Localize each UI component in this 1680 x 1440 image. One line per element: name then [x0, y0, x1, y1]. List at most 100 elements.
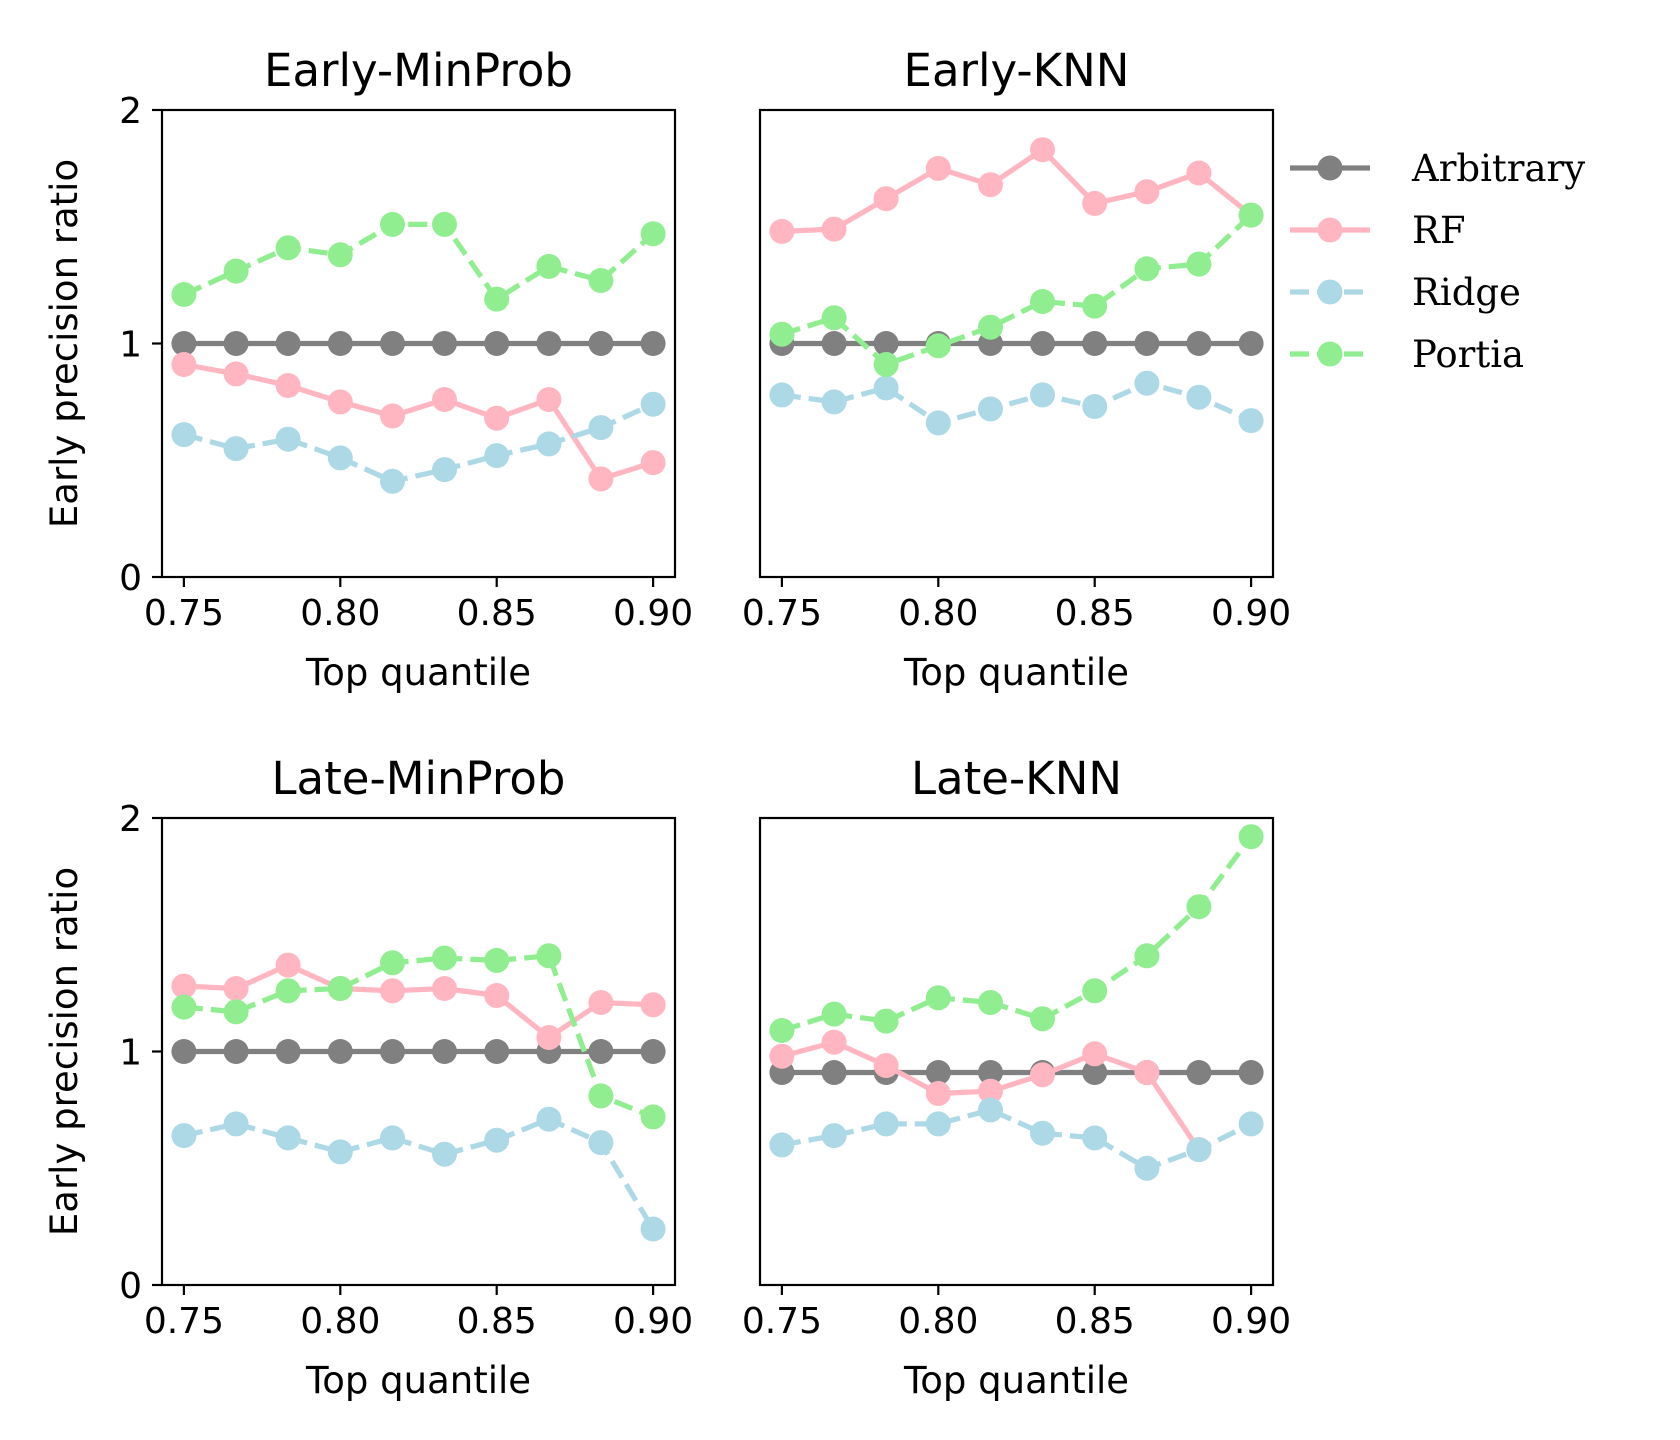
data-point: [821, 305, 847, 331]
data-point: [769, 218, 795, 244]
data-point: [223, 258, 249, 284]
legend-marker: [1317, 341, 1343, 367]
data-point: [171, 422, 197, 448]
data-point: [484, 1039, 510, 1064]
data-point: [1186, 251, 1212, 277]
series-group: [769, 137, 1264, 436]
data-point: [640, 1039, 666, 1064]
x-tick-label: 0.75: [742, 1301, 822, 1342]
data-point: [588, 415, 614, 441]
data-point: [925, 1081, 951, 1106]
data-point: [484, 443, 510, 469]
data-point: [223, 1039, 249, 1064]
series-line: [781, 835, 1254, 1033]
data-point: [380, 950, 405, 976]
x-tick-label: 0.80: [898, 1301, 978, 1342]
data-point: [484, 1127, 510, 1153]
data-point: [1186, 1060, 1212, 1085]
data-point: [821, 1123, 847, 1149]
series-arbitrary: [171, 1039, 666, 1064]
panel-2: Early-KNN 0.75 0.80 0.85 0.90 Top quantile: [742, 44, 1291, 694]
panel-title: Early-MinProb: [264, 44, 573, 97]
data-point: [536, 431, 562, 457]
legend: Arbitrary RF Ridge Portia: [1290, 147, 1585, 376]
data-point: [1134, 370, 1160, 396]
series-rf: [171, 352, 666, 492]
data-point: [1186, 331, 1212, 356]
data-point: [769, 1043, 795, 1069]
data-point: [1082, 394, 1108, 419]
data-point: [1082, 1041, 1108, 1067]
series-line: [781, 147, 1253, 234]
series-line: [781, 213, 1253, 368]
data-point: [588, 990, 614, 1015]
data-point: [484, 405, 510, 431]
data-point: [380, 978, 405, 1004]
y-tick-label: 1: [119, 1033, 142, 1074]
data-point: [223, 331, 249, 356]
data-point: [640, 391, 666, 417]
data-point: [1082, 331, 1108, 356]
data-point: [223, 999, 249, 1025]
data-point: [275, 1039, 301, 1064]
data-point: [769, 1132, 795, 1158]
panel-title: Early-KNN: [904, 44, 1130, 97]
data-point: [978, 1060, 1003, 1085]
series-line: [183, 1116, 656, 1231]
data-point: [1082, 1125, 1108, 1151]
data-point: [327, 331, 353, 356]
legend-marker: [1317, 279, 1343, 305]
data-point: [1238, 824, 1264, 850]
legend-label: Arbitrary: [1411, 147, 1585, 190]
y-axis-label: Early precision ratio: [43, 867, 86, 1236]
data-point: [536, 387, 562, 412]
data-point: [1134, 1060, 1160, 1085]
data-point: [1134, 256, 1160, 282]
data-point: [327, 1039, 353, 1064]
panel-3: Late-MinProb 0.75 0.80 0.85 0.90 0 1 2 Top quant…: [43, 752, 693, 1402]
x-tick-label: 0.80: [300, 593, 380, 634]
data-point: [432, 211, 457, 237]
data-point: [1186, 160, 1212, 186]
data-point: [223, 976, 249, 1001]
series-group: [171, 211, 666, 494]
data-point: [588, 268, 614, 293]
series-portia: [171, 943, 666, 1130]
legend-label: Portia: [1412, 333, 1524, 376]
series-portia: [171, 211, 666, 312]
data-point: [223, 1111, 249, 1137]
data-point: [536, 943, 562, 969]
data-point: [1186, 384, 1212, 410]
series-line: [183, 361, 654, 482]
data-point: [1030, 382, 1055, 408]
data-point: [640, 1104, 666, 1130]
y-tick-label: 0: [119, 1266, 142, 1307]
data-point: [925, 410, 951, 436]
legend-item-arbitrary: Arbitrary: [1290, 147, 1585, 190]
series-ridge: [171, 391, 666, 494]
series-rf: [769, 1029, 1212, 1163]
data-point: [171, 352, 197, 377]
data-point: [327, 976, 353, 1001]
data-point: [380, 1039, 405, 1064]
data-point: [821, 1060, 847, 1085]
data-point: [821, 331, 847, 356]
data-point: [432, 1039, 457, 1064]
x-tick-label: 0.80: [300, 1301, 380, 1342]
data-point: [978, 990, 1003, 1015]
data-point: [1186, 894, 1212, 920]
data-point: [873, 1008, 899, 1034]
data-point: [978, 314, 1003, 340]
x-axis-label: Top quantile: [305, 1359, 531, 1402]
data-point: [1238, 408, 1264, 434]
data-point: [978, 1097, 1003, 1123]
data-point: [1030, 289, 1055, 314]
data-point: [588, 331, 614, 356]
data-point: [275, 952, 301, 978]
data-point: [873, 352, 899, 377]
series-line: [781, 380, 1253, 426]
legend-item-portia: Portia: [1290, 333, 1524, 376]
data-point: [873, 1053, 899, 1078]
legend-label: RF: [1412, 209, 1466, 252]
